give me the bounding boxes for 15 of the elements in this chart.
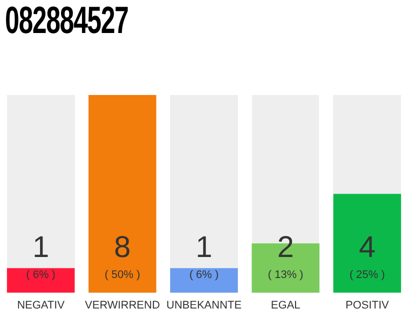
x-tick-label: UNBEKANNTE — [166, 299, 242, 312]
x-tick-label: POSITIV — [345, 299, 390, 312]
data-label: 4 — [358, 231, 376, 264]
annotation: ( 13% ) — [268, 268, 304, 281]
annotation: ( 6% ) — [26, 268, 56, 281]
x-tick-label: EGAL — [270, 299, 300, 312]
x-tick-label: NEGATIV — [17, 299, 66, 312]
chart-title: 082884527 — [5, 0, 128, 43]
annotation: ( 6% ) — [189, 268, 219, 281]
data-label: 8 — [114, 231, 131, 264]
annotation: ( 25% ) — [349, 268, 385, 281]
annotation: ( 50% ) — [104, 268, 140, 281]
x-tick-label: VERWIRREND — [84, 299, 160, 312]
data-label: 1 — [32, 231, 50, 264]
data-label: 1 — [196, 231, 212, 264]
